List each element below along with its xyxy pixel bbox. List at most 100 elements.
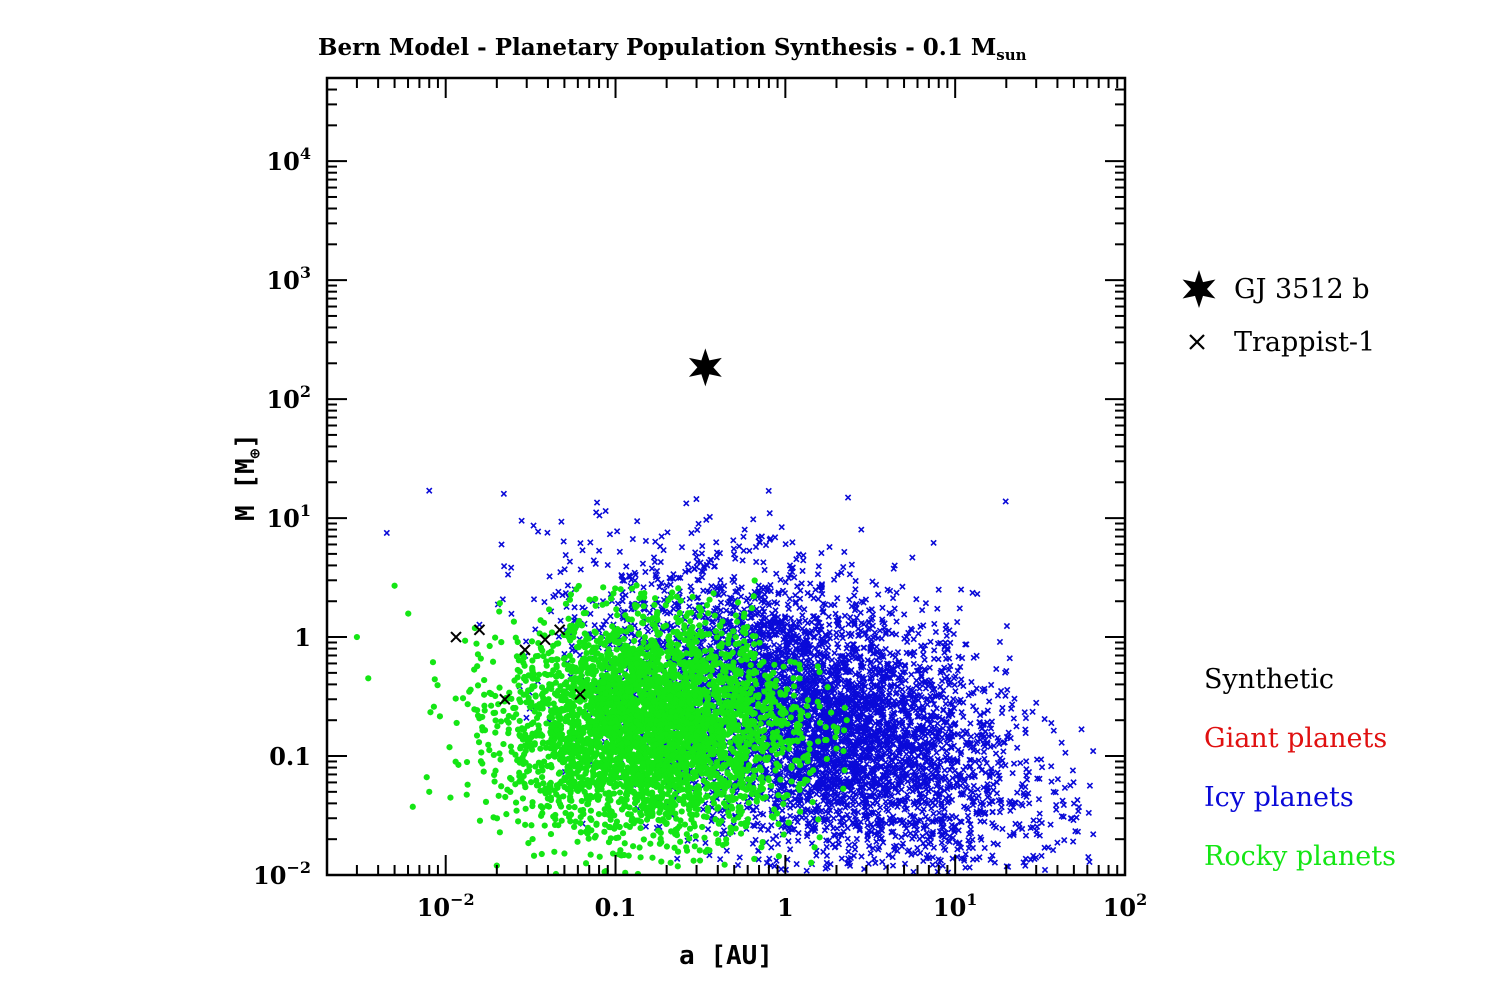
icy-planet-point (845, 842, 853, 849)
icy-planet-point (962, 864, 969, 871)
icy-planet-point (903, 750, 910, 758)
icy-planet-point (740, 533, 747, 540)
icy-planet-point (762, 541, 770, 549)
icy-planet-point (760, 559, 767, 566)
icy-planet-point (500, 563, 508, 570)
icy-planet-point (1026, 800, 1033, 807)
icy-planet-point (975, 792, 982, 800)
icy-planet-point (771, 534, 779, 541)
icy-planet-point (544, 529, 551, 536)
icy-planet-point (778, 523, 785, 531)
icy-planet-point (1022, 832, 1030, 839)
icy-planet-point (828, 656, 836, 664)
icy-planet-point (695, 520, 702, 528)
icy-planet-point (930, 810, 937, 817)
icy-planet-point (723, 607, 730, 614)
icy-planet-point (546, 573, 553, 580)
icy-planet-point (648, 565, 656, 572)
icy-planet-point (623, 563, 630, 570)
icy-planet-point (765, 826, 772, 834)
icy-planet-point (1011, 695, 1018, 702)
icy-planet-point (650, 554, 658, 561)
icy-planet-point (901, 821, 909, 829)
icy-planet-point (774, 840, 782, 848)
icy-planet-point (872, 581, 880, 588)
icy-planet-point (768, 822, 775, 829)
icy-planet-point (730, 545, 738, 553)
icy-planet-point (639, 560, 647, 567)
icy-planet-point (893, 618, 900, 625)
icy-planet-point (1008, 701, 1016, 708)
icy-planet-point (799, 612, 806, 619)
icy-planet-point (693, 563, 700, 571)
icy-planet-point (810, 595, 817, 602)
icy-planet-point (750, 516, 757, 523)
icy-planet-point (562, 551, 569, 559)
icy-planet-point (993, 790, 1001, 797)
icy-planet-point (1003, 622, 1011, 630)
icy-planet-point (826, 621, 833, 628)
icy-planet-point (844, 494, 852, 501)
icy-planet-point (815, 595, 822, 603)
icy-planet-point (879, 604, 886, 611)
icy-planet-point (793, 556, 800, 563)
icy-planet-point (1067, 782, 1074, 789)
icy-planet-point (841, 548, 848, 556)
icy-planet-point (976, 854, 983, 861)
icy-planet-point (1037, 756, 1045, 763)
icy-planet-point (950, 630, 958, 638)
icy-planet-point (813, 790, 820, 798)
icy-planet-point (614, 600, 622, 607)
icy-planet-point (853, 835, 861, 843)
icy-planet-point (642, 823, 650, 830)
icy-planet-point (736, 854, 743, 861)
icy-planet-point (830, 815, 837, 822)
icy-planet-point (927, 638, 934, 646)
icy-planet-point (629, 535, 636, 543)
icy-planet-point (523, 714, 530, 722)
icy-planet-point (876, 627, 884, 634)
icy-planet-point (786, 846, 794, 853)
icy-planet-point (1023, 776, 1031, 783)
icy-planet-point (777, 865, 785, 873)
icy-planet-point (871, 629, 878, 636)
icy-planet-point (683, 500, 690, 507)
icy-planet-point (720, 590, 727, 597)
icy-planet-point (875, 810, 882, 817)
icy-planet-point (882, 645, 889, 653)
icy-planet-point (796, 604, 803, 611)
icy-planet-point (969, 589, 976, 596)
icy-planet-point (831, 601, 838, 608)
icy-planet-point (1086, 782, 1094, 789)
icy-planet-point (1053, 806, 1060, 813)
icy-planet-point (730, 537, 737, 544)
icy-planet-point (833, 629, 840, 636)
icy-planet-point (773, 570, 780, 577)
icy-planet-point (1038, 852, 1045, 860)
icy-planet-point (766, 510, 773, 517)
icy-planet-point (879, 858, 886, 865)
icy-planet-point (785, 838, 792, 845)
icy-planet-point (688, 529, 695, 537)
icy-planet-point (807, 580, 814, 587)
icy-planet-point (910, 636, 917, 643)
icy-planet-point (922, 599, 930, 607)
icy-planet-point (932, 801, 939, 809)
icy-planet-point (752, 558, 760, 566)
icy-planet-point (851, 841, 858, 848)
icy-planet-point (558, 518, 565, 525)
icy-planet-point (703, 516, 710, 524)
icy-planet-point (834, 595, 841, 602)
icy-planet-point (899, 686, 906, 693)
icy-planet-point (704, 825, 712, 833)
icy-planet-point (1022, 729, 1029, 737)
icy-planet-point (825, 613, 832, 620)
icy-planet-point (658, 533, 665, 540)
icy-planet-point (1030, 817, 1037, 824)
icy-planet-point (642, 537, 650, 545)
icy-planet-point (1017, 759, 1024, 767)
icy-planet-point (922, 793, 929, 800)
icy-planet-point (1054, 775, 1062, 783)
icy-planet-point (1016, 820, 1023, 828)
